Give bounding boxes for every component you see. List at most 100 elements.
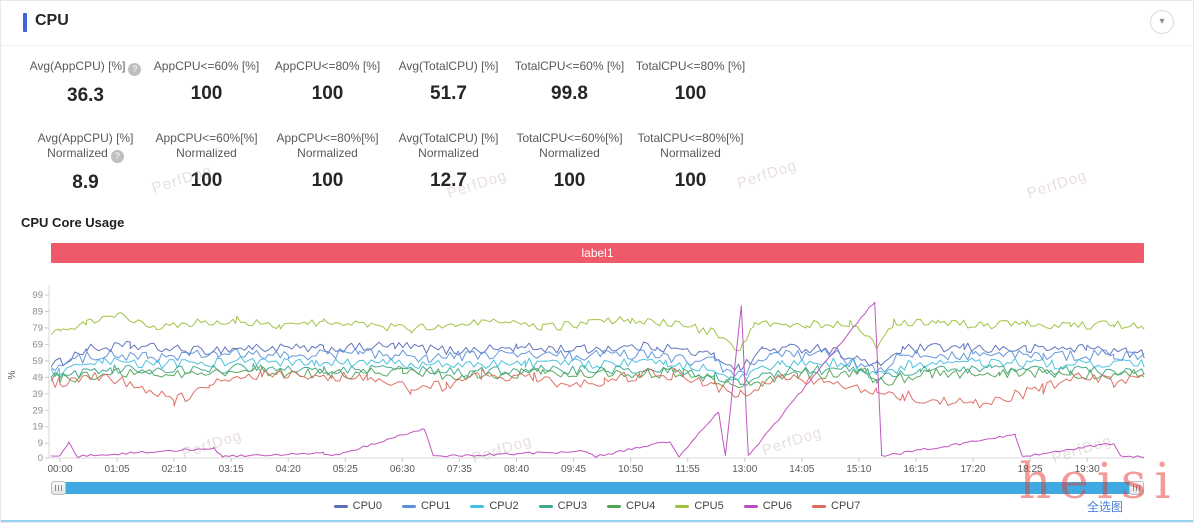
legend-item-cpu0[interactable]: CPU0 (333, 500, 382, 512)
legend-item-cpu6[interactable]: CPU6 (743, 500, 792, 512)
legend-item-cpu5[interactable]: CPU5 (675, 500, 724, 512)
legend-item-cpu1[interactable]: CPU1 (401, 500, 451, 512)
stat-avg-appcpu-: Avg(AppCPU) [%]? 36.3 (25, 59, 146, 107)
stat-label: AppCPU<=80% [%] (274, 59, 381, 73)
legend-dash-icon (333, 504, 348, 508)
svg-text:17:20: 17:20 (961, 464, 986, 475)
series-line-cpu0 (50, 341, 1145, 371)
stat-totalcpu-80-: TotalCPU<=80% [%] 100 (630, 59, 751, 107)
brand-watermark: PerfDog (1024, 166, 1090, 203)
svg-text:15:10: 15:10 (846, 464, 871, 475)
svg-text:16:15: 16:15 (903, 464, 928, 475)
panel-header: CPU ▾ (1, 1, 1193, 46)
legend-dash-icon (538, 504, 553, 508)
label-banner-text: label1 (581, 246, 614, 260)
svg-text:13:00: 13:00 (732, 464, 757, 475)
chevron-down-icon: ▾ (1159, 16, 1165, 27)
stat-value: 99.8 (551, 83, 588, 104)
help-icon[interactable]: ? (128, 63, 142, 76)
legend-item-cpu4[interactable]: CPU4 (607, 500, 655, 512)
stat-value: 100 (674, 170, 707, 191)
scrollbar-right-handle[interactable] (1129, 481, 1144, 495)
legend-label: CPU7 (831, 500, 861, 512)
legend-dash-icon (675, 504, 690, 508)
scrollbar-left-handle[interactable] (51, 481, 66, 495)
legend-item-cpu2[interactable]: CPU2 (470, 500, 519, 512)
legend-dash-icon (401, 504, 416, 508)
stat-appcpu-80-: AppCPU<=80%[%] Normalized 100 (267, 131, 388, 194)
legend-label: CPU0 (352, 500, 382, 512)
svg-text:03:15: 03:15 (219, 464, 244, 475)
svg-text:89: 89 (32, 306, 43, 317)
stat-value: 12.7 (430, 170, 467, 191)
svg-text:99: 99 (32, 290, 43, 301)
stat-totalcpu-60-: TotalCPU<=60% [%] 99.8 (509, 59, 630, 107)
legend-label: CPU1 (420, 500, 451, 512)
series-line-cpu6 (51, 301, 1145, 458)
stat-label: TotalCPU<=80% [%] (635, 59, 746, 73)
stat-totalcpu-60-: TotalCPU<=60%[%] Normalized 100 (509, 131, 630, 194)
stat-value: 36.3 (67, 85, 104, 106)
stat-label: AppCPU<=60%[%] Normalized (155, 131, 258, 160)
svg-text:39: 39 (32, 389, 43, 400)
panel-title: CPU (35, 12, 69, 29)
help-icon[interactable]: ? (110, 150, 124, 163)
svg-text:08:40: 08:40 (504, 464, 529, 475)
series-line-cpu1 (50, 347, 1145, 377)
svg-text:79: 79 (32, 323, 43, 334)
svg-text:11:55: 11:55 (676, 464, 701, 475)
svg-text:19: 19 (32, 422, 43, 433)
svg-text:9: 9 (38, 438, 43, 449)
series-line-cpu3 (50, 363, 1145, 386)
stat-label: AppCPU<=80%[%] Normalized (276, 131, 379, 160)
svg-text:69: 69 (32, 339, 43, 350)
legend-item-cpu7[interactable]: CPU7 (812, 500, 860, 512)
chart-section-title: CPU Core Usage (21, 215, 125, 230)
cpu-core-usage-chart[interactable]: 0 9 19 29 39 49 59 69 79 89 99% 00:00 01:05 02:10 03:1… (1, 271, 1193, 483)
legend-dash-icon (470, 504, 485, 508)
stat-appcpu-80-: AppCPU<=80% [%] 100 (267, 59, 388, 107)
stat-avg-totalcpu-: Avg(TotalCPU) [%] Normalized 12.7 (388, 131, 509, 194)
svg-text:01:05: 01:05 (105, 464, 130, 475)
series-line-cpu5 (50, 312, 1145, 352)
svg-text:02:10: 02:10 (162, 464, 187, 475)
chart-legend: CPU0 CPU1 CPU2 CPU3 CPU4 CPU5 CPU6 CPU7 (1, 500, 1193, 512)
label-banner: label1 (51, 243, 1144, 263)
stat-value: 100 (553, 170, 586, 191)
svg-text:05:25: 05:25 (333, 464, 358, 475)
stat-value: 100 (674, 83, 707, 104)
next-section-edge (1, 520, 1193, 522)
svg-text:18:25: 18:25 (1018, 464, 1043, 475)
legend-label: CPU2 (489, 500, 519, 512)
svg-text:19:30: 19:30 (1075, 464, 1100, 475)
stats-summary: Avg(AppCPU) [%]? 36.3 AppCPU<=60% [%] 100 Ap… (25, 59, 751, 194)
stat-value: 100 (311, 83, 344, 104)
stat-label: Avg(TotalCPU) [%] (398, 59, 499, 73)
legend-dash-icon (812, 504, 827, 508)
stat-value: 100 (190, 83, 223, 104)
stats-row-2: Avg(AppCPU) [%] Normalized? 8.9 AppCPU<=60%… (25, 131, 751, 194)
stat-appcpu-60-: AppCPU<=60% [%] 100 (146, 59, 267, 107)
series-line-cpu4 (50, 365, 1145, 388)
legend-dash-icon (743, 504, 758, 508)
stat-label: TotalCPU<=80%[%] Normalized (637, 131, 744, 160)
svg-text:00:00: 00:00 (47, 464, 72, 475)
stat-label: Avg(AppCPU) [%]? (25, 59, 146, 76)
select-all-link[interactable]: 全选图 (1087, 500, 1124, 514)
svg-text:49: 49 (32, 372, 43, 383)
collapse-button[interactable]: ▾ (1150, 10, 1174, 34)
series-line-cpu7 (50, 367, 1145, 409)
stat-avg-totalcpu-: Avg(TotalCPU) [%] 51.7 (388, 59, 509, 107)
legend-dash-icon (607, 504, 621, 508)
svg-text:09:45: 09:45 (561, 464, 586, 475)
stat-value: 8.9 (72, 172, 99, 193)
stat-totalcpu-80-: TotalCPU<=80%[%] Normalized 100 (630, 131, 751, 194)
svg-text:04:20: 04:20 (276, 464, 301, 475)
svg-text:29: 29 (32, 405, 43, 416)
legend-item-cpu3[interactable]: CPU3 (538, 500, 587, 512)
chart-range-scrollbar[interactable] (51, 481, 1144, 495)
stat-label: TotalCPU<=60%[%] Normalized (516, 131, 623, 160)
svg-text:59: 59 (32, 356, 43, 367)
legend-label: CPU3 (557, 500, 587, 512)
svg-text:%: % (7, 370, 18, 379)
